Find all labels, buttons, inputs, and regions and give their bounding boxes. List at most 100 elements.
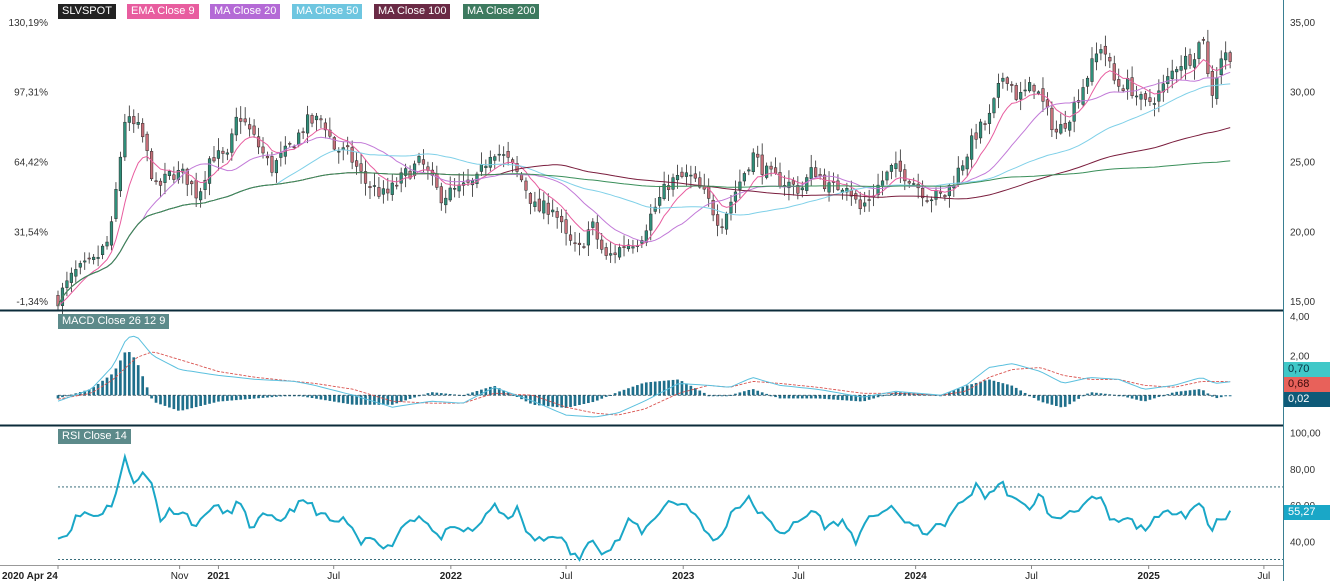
macd-histogram-bar — [288, 395, 292, 397]
candle — [248, 124, 252, 130]
legend-ma100[interactable]: MA Close 100 — [374, 4, 451, 19]
candle — [479, 164, 483, 172]
candle — [488, 156, 492, 168]
candle — [671, 177, 675, 190]
legend-rsi[interactable]: RSI Close 14 — [58, 429, 131, 444]
macd-histogram-bar — [359, 395, 363, 405]
macd-histogram-bar — [408, 395, 412, 399]
macd-histogram-bar — [1099, 393, 1103, 396]
macd-histogram-bar — [332, 395, 336, 402]
macd-histogram-bar — [1023, 392, 1027, 396]
legend-symbol[interactable]: SLVSPOT — [58, 4, 116, 19]
legend-ema9[interactable]: EMA Close 9 — [127, 4, 199, 19]
macd-histogram-bar — [992, 380, 996, 396]
macd-histogram-bar — [1153, 395, 1156, 399]
macd-histogram-bar — [551, 395, 555, 407]
candle — [310, 115, 314, 124]
candle — [381, 188, 385, 195]
candle — [965, 156, 969, 170]
macd-histogram-bar — [261, 395, 265, 398]
candle — [800, 187, 804, 191]
macd-histogram-bar — [974, 382, 978, 396]
macd-histogram-bar — [751, 389, 755, 396]
macd-histogram-bar — [854, 395, 858, 402]
candle — [221, 150, 225, 154]
candle — [172, 174, 176, 180]
candle — [524, 180, 528, 191]
candle — [1108, 57, 1112, 62]
candle — [680, 171, 684, 177]
candle — [742, 173, 746, 182]
legend-ma200[interactable]: MA Close 200 — [463, 4, 540, 19]
candle — [644, 230, 648, 243]
macd-histogram-bar — [636, 385, 639, 396]
candle — [733, 191, 738, 202]
candle — [123, 121, 127, 158]
candle — [667, 185, 671, 190]
macd-histogram-bar — [310, 395, 314, 399]
macd-histogram-bar — [208, 395, 211, 404]
candle — [243, 118, 247, 123]
rsi-tick-label: 40,00 — [1290, 537, 1315, 548]
macd-histogram-bar — [373, 395, 376, 405]
candle — [158, 180, 163, 186]
candle — [230, 133, 234, 153]
percent-tick-label: 97,31% — [14, 88, 48, 99]
macd-histogram-bar — [827, 395, 831, 400]
macd-histogram-bar — [930, 394, 933, 396]
candle — [863, 202, 867, 207]
candle — [996, 83, 1000, 98]
candle — [274, 160, 278, 174]
macd-histogram-bar — [765, 393, 768, 396]
macd-histogram-bar — [676, 379, 679, 396]
candle — [363, 171, 368, 184]
macd-pane — [56, 335, 1232, 418]
candle — [163, 173, 167, 183]
candle — [181, 168, 185, 173]
macd-histogram-bar — [471, 392, 474, 396]
macd-histogram-bar — [631, 386, 635, 396]
macd-histogram-bar — [488, 386, 492, 396]
macd-histogram-bar — [952, 390, 956, 396]
macd-line — [57, 335, 1231, 418]
candle — [791, 180, 795, 185]
macd-histogram-bar — [872, 395, 875, 399]
candle — [199, 191, 203, 201]
legend-macd[interactable]: MACD Close 26 12 9 — [58, 314, 170, 329]
macd-histogram-bar — [337, 395, 341, 403]
macd-histogram-bar — [266, 395, 269, 398]
candle — [769, 165, 773, 170]
macd-histogram-bar — [163, 395, 167, 406]
macd-histogram-bar — [439, 393, 443, 396]
macd-histogram-bar — [899, 392, 902, 396]
rsi-line — [57, 452, 1232, 562]
macd-histogram-bar — [154, 395, 158, 403]
x-tick-label: Jul — [327, 571, 340, 581]
candle — [809, 167, 813, 179]
candle — [404, 168, 408, 176]
macd-histogram-bar — [622, 389, 626, 396]
macd-histogram-bar — [1059, 395, 1063, 408]
macd-histogram-bar — [823, 395, 826, 399]
candle — [515, 163, 519, 172]
macd-histogram-bar — [538, 395, 541, 406]
legend-ma20[interactable]: MA Close 20 — [210, 4, 281, 19]
candle — [921, 187, 925, 199]
candle — [1090, 58, 1094, 82]
macd-histogram-bar — [961, 386, 965, 396]
macd-histogram-bar — [644, 382, 648, 396]
candle — [185, 168, 189, 185]
candle — [1224, 52, 1228, 61]
legend-ma50[interactable]: MA Close 50 — [292, 4, 363, 19]
candle — [1219, 58, 1223, 76]
macd-histogram-bar — [903, 392, 907, 396]
candle — [145, 133, 149, 151]
candle — [136, 122, 140, 125]
macd-histogram-bar — [613, 393, 617, 396]
candle — [288, 143, 292, 145]
macd-histogram-bar — [970, 384, 973, 396]
macd-histogram-bar — [796, 395, 800, 399]
candle — [662, 183, 666, 199]
macd-histogram-bar — [1090, 392, 1094, 396]
candle — [1036, 91, 1041, 94]
